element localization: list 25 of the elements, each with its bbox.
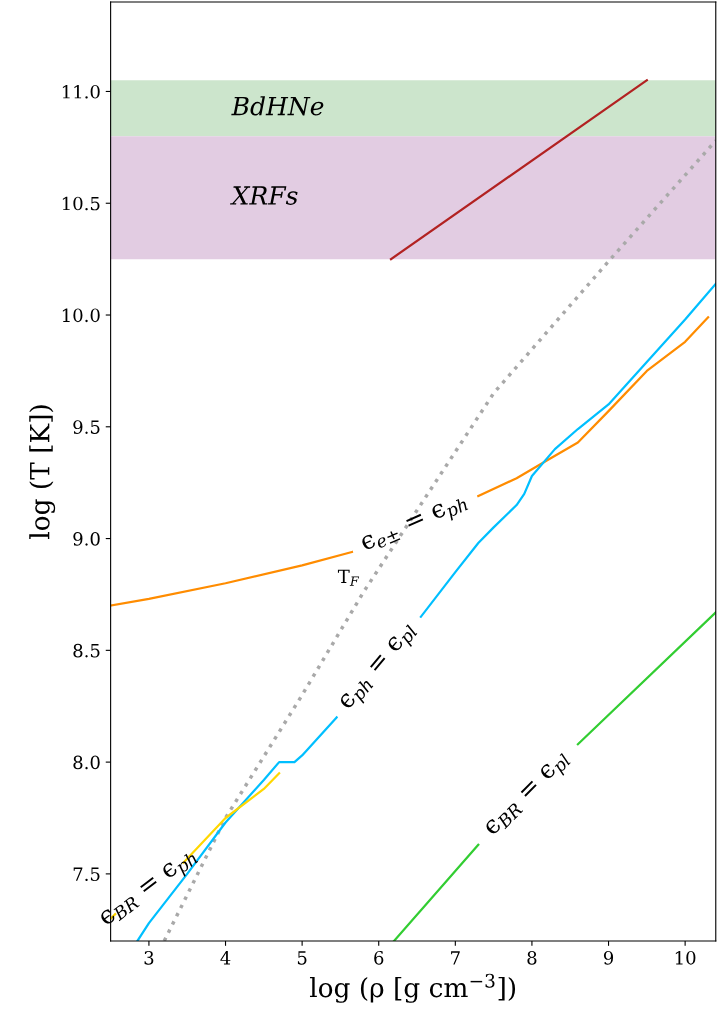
x-tick-label: 5 — [297, 951, 307, 965]
text: ϵ$_{ph}$ = ϵ$_{pl}$ — [338, 621, 421, 715]
y-tick-label: 8.0 — [73, 755, 100, 770]
x-tick-label: 9 — [603, 950, 614, 965]
x-tick-label: 3 — [144, 950, 154, 965]
band-label: BdHNe — [231, 96, 324, 116]
y-axis-title: log (T [K]) — [29, 405, 56, 539]
y-tick-label: 10.0 — [62, 308, 100, 323]
text: ϵ$_{BR}$ = ϵ$_{pl}$ — [483, 750, 574, 841]
y-tick-label: 8.5 — [73, 643, 100, 658]
x-tick-label: 6 — [374, 950, 384, 965]
x-tick-label: 10 — [675, 950, 696, 965]
y-tick-label: 7.5 — [73, 867, 100, 881]
y-tick-label: 11.0 — [62, 84, 100, 99]
band-label: XRFs — [230, 186, 298, 205]
line-series — [162, 138, 716, 941]
x-tick-label: 4 — [220, 950, 231, 965]
y-tick-label: 10.5 — [62, 196, 100, 211]
series-label: T$_{F}$ — [337, 569, 360, 586]
y-tick-label: 9.5 — [73, 420, 100, 434]
x-tick-label: 7 — [451, 951, 460, 965]
text: ϵ$_{e±}$ = ϵ$_{ph}$ — [360, 493, 470, 558]
y-tick-label: 9.0 — [73, 532, 100, 546]
x-axis-title: log (ρ [g cm$^{−3}$]) — [309, 973, 516, 1003]
x-tick-label: 8 — [527, 950, 537, 965]
